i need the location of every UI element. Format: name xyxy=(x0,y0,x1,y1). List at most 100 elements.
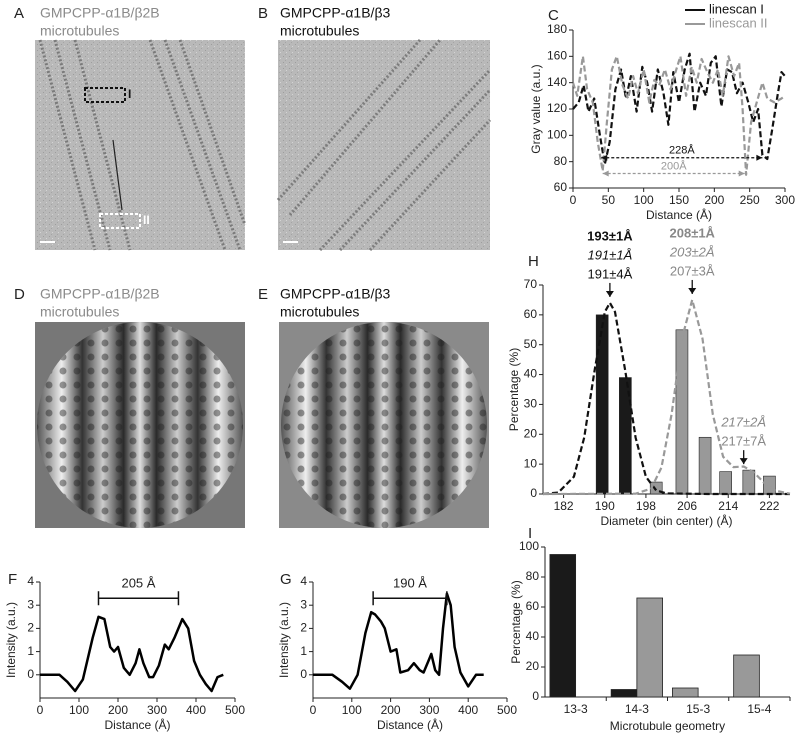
bar xyxy=(733,654,760,698)
annotation: 191±4Å xyxy=(588,266,633,281)
y-tick-label: 180 xyxy=(547,22,567,36)
x-tick-label: 300 xyxy=(147,703,167,717)
panel-title: GMPCPP-α1B/β2B xyxy=(40,286,160,302)
x-tick-label: 100 xyxy=(342,703,362,717)
x-tick-label: 200 xyxy=(704,193,724,207)
y-axis-label: Percentage (%) xyxy=(507,348,521,431)
annotation: 205 Å xyxy=(121,576,155,591)
y-axis-label: Gray value (a.u.) xyxy=(529,64,543,153)
data-line xyxy=(40,615,224,693)
x-tick-label: 0 xyxy=(310,703,317,717)
marker-label: I xyxy=(128,87,131,101)
x-tick-label: 222 xyxy=(759,499,779,513)
y-tick-label: 40 xyxy=(526,629,540,643)
y-tick-label: 40 xyxy=(524,367,538,381)
arrow-head xyxy=(605,290,614,297)
arrow-head xyxy=(688,287,697,294)
y-tick-label: 1 xyxy=(300,644,307,658)
annotation: 207±3Å xyxy=(670,263,715,278)
x-tick-label: 500 xyxy=(497,703,517,717)
x-tick-label: 0 xyxy=(37,703,44,717)
panel-title: microtubules xyxy=(40,304,119,320)
y-tick-label: 30 xyxy=(524,397,538,411)
annotation: 190 Å xyxy=(393,576,427,591)
bar xyxy=(719,471,732,495)
annotation: 217±7Å xyxy=(721,434,766,449)
bar xyxy=(675,329,689,495)
x-tick-label: 206 xyxy=(677,499,697,513)
bar xyxy=(610,689,638,698)
panel-label: F xyxy=(8,571,17,588)
marker-label: II xyxy=(143,213,150,227)
y-tick-label: 120 xyxy=(547,101,567,115)
x-tick-label: 200 xyxy=(381,703,401,717)
panel-title: microtubules xyxy=(280,23,359,39)
bar xyxy=(672,687,699,698)
y-tick-label: 80 xyxy=(554,154,568,168)
y-tick-label: 0 xyxy=(300,667,307,681)
panel-label: H xyxy=(528,253,539,270)
y-tick-label: 0 xyxy=(27,667,34,681)
class-average-e xyxy=(279,322,489,528)
x-tick-label: 200 xyxy=(108,703,128,717)
x-axis-label: Distance (Å) xyxy=(104,717,170,732)
x-tick-label: 500 xyxy=(225,703,245,717)
y-tick-label: 50 xyxy=(524,337,538,351)
data-line xyxy=(572,52,786,166)
y-tick-label: 70 xyxy=(524,277,538,291)
y-tick-label: 100 xyxy=(519,539,539,553)
micrograph-b xyxy=(276,39,492,252)
annotation: 208±1Å xyxy=(670,225,716,240)
y-tick-label: 60 xyxy=(524,307,538,321)
annotation: 200Å xyxy=(661,159,687,172)
x-tick-label: 13-3 xyxy=(564,702,588,716)
panel-label: G xyxy=(280,571,292,588)
x-tick-label: 0 xyxy=(570,193,577,207)
x-tick-label: 300 xyxy=(775,193,795,207)
panel-title: microtubules xyxy=(280,304,359,320)
legend-label: linescan II xyxy=(709,15,768,30)
panel-label: B xyxy=(258,5,268,22)
panel-title: microtubules xyxy=(40,23,119,39)
x-axis-label: Diameter (bin center) (Å) xyxy=(600,513,732,528)
data-line xyxy=(542,298,791,496)
panel-title: GMPCPP-α1B/β3 xyxy=(280,5,390,21)
x-tick-label: 100 xyxy=(634,193,654,207)
x-tick-label: 182 xyxy=(554,499,574,513)
y-tick-label: 1 xyxy=(27,644,34,658)
y-axis-label: Intensity (a.u.) xyxy=(4,602,18,678)
data-line xyxy=(542,301,790,496)
annotation: 203±2Å xyxy=(669,244,715,259)
x-tick-label: 250 xyxy=(740,193,760,207)
x-tick-label: 15-4 xyxy=(747,702,771,716)
annotation: 191±1Å xyxy=(588,247,633,262)
panel-title: GMPCPP-α1B/β2B xyxy=(40,5,160,21)
class-average-d xyxy=(35,322,245,528)
y-tick-label: 60 xyxy=(554,180,568,194)
y-tick-label: 0 xyxy=(530,486,537,500)
bar xyxy=(742,469,756,495)
y-tick-label: 20 xyxy=(524,426,538,440)
y-tick-label: 60 xyxy=(526,599,540,613)
x-tick-label: 190 xyxy=(595,499,615,513)
x-tick-label: 50 xyxy=(602,193,616,207)
panel-label: D xyxy=(14,286,25,303)
x-tick-label: 400 xyxy=(186,703,206,717)
y-tick-label: 0 xyxy=(532,689,539,703)
x-tick-label: 300 xyxy=(419,703,439,717)
panel-label: E xyxy=(258,286,268,303)
x-tick-label: 214 xyxy=(718,499,738,513)
y-tick-label: 4 xyxy=(27,574,34,588)
y-axis-label: Percentage (%) xyxy=(509,580,523,663)
panel-label: C xyxy=(548,7,559,24)
x-tick-label: 15-3 xyxy=(686,702,710,716)
y-tick-label: 140 xyxy=(547,75,567,89)
x-tick-label: 14-3 xyxy=(625,702,649,716)
bar xyxy=(549,554,577,698)
annotation: 228Å xyxy=(669,144,695,157)
y-tick-label: 100 xyxy=(547,128,567,142)
panel-label: A xyxy=(14,5,24,22)
annotation: 193±1Å xyxy=(587,228,633,243)
x-axis-label: Microtubule geometry xyxy=(610,719,725,733)
